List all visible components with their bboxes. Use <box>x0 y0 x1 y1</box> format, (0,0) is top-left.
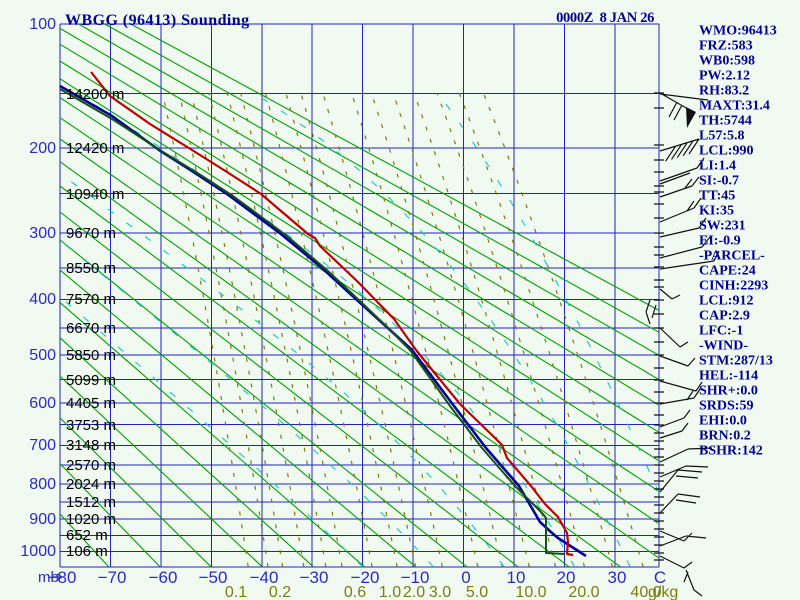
svg-text:mb: mb <box>38 569 59 586</box>
svg-text:14200 m: 14200 m <box>66 86 124 103</box>
svg-text:200: 200 <box>29 140 56 157</box>
svg-text:BRN:0.2: BRN:0.2 <box>699 429 751 444</box>
svg-text:5850 m: 5850 m <box>66 347 116 364</box>
svg-text:100: 100 <box>29 16 56 33</box>
svg-text:−40: −40 <box>250 568 279 587</box>
svg-text:LI:1.4: LI:1.4 <box>699 159 736 174</box>
svg-text:C: C <box>654 568 666 587</box>
svg-text:10940 m: 10940 m <box>66 186 124 203</box>
svg-text:−20: −20 <box>351 568 380 587</box>
svg-text:−30: −30 <box>300 568 329 587</box>
svg-text:0.2: 0.2 <box>269 584 291 600</box>
svg-text:HEL:-114: HEL:-114 <box>699 369 758 384</box>
svg-text:6670 m: 6670 m <box>66 320 116 337</box>
svg-text:−50: −50 <box>199 568 228 587</box>
svg-text:MAXT:31.4: MAXT:31.4 <box>699 99 770 114</box>
svg-text:3.0: 3.0 <box>429 584 451 600</box>
svg-text:5.0: 5.0 <box>466 584 488 600</box>
svg-text:400: 400 <box>29 291 56 308</box>
svg-text:3148 m: 3148 m <box>66 437 116 454</box>
svg-text:700: 700 <box>29 437 56 454</box>
svg-text:1512 m: 1512 m <box>66 494 116 511</box>
svg-text:LFC:-1: LFC:-1 <box>699 324 743 339</box>
svg-text:5099 m: 5099 m <box>66 372 116 389</box>
svg-text:20: 20 <box>557 568 576 587</box>
svg-text:−10: −10 <box>401 568 430 587</box>
svg-text:EI:-0.9: EI:-0.9 <box>699 234 741 249</box>
svg-text:STM:287/13: STM:287/13 <box>699 354 773 369</box>
svg-text:0: 0 <box>461 568 470 587</box>
svg-text:106 m: 106 m <box>66 543 108 560</box>
svg-text:3753 m: 3753 m <box>66 417 116 434</box>
svg-text:9670 m: 9670 m <box>66 225 116 242</box>
svg-text:-PARCEL-: -PARCEL- <box>699 249 765 264</box>
svg-text:CAP:2.9: CAP:2.9 <box>699 309 750 324</box>
svg-text:1.0: 1.0 <box>379 584 401 600</box>
svg-text:30: 30 <box>608 568 627 587</box>
svg-text:800: 800 <box>29 476 56 493</box>
svg-text:LCL:912: LCL:912 <box>699 294 753 309</box>
svg-text:CAPE:24: CAPE:24 <box>699 264 756 279</box>
svg-text:500: 500 <box>29 347 56 364</box>
svg-text:900: 900 <box>29 511 56 528</box>
svg-text:WMO:96413: WMO:96413 <box>699 24 777 39</box>
svg-text:PW:2.12: PW:2.12 <box>699 69 750 84</box>
svg-text:g/kg: g/kg <box>648 584 678 600</box>
svg-text:300: 300 <box>29 225 56 242</box>
svg-text:4405 m: 4405 m <box>66 395 116 412</box>
svg-text:L57:5.8: L57:5.8 <box>699 129 745 144</box>
svg-text:WBGG (96413) Sounding: WBGG (96413) Sounding <box>65 12 250 29</box>
svg-text:10: 10 <box>507 568 526 587</box>
svg-text:-WIND-: -WIND- <box>699 339 748 354</box>
svg-text:RH:83.2: RH:83.2 <box>699 84 749 99</box>
svg-text:1000: 1000 <box>20 543 56 560</box>
svg-text:20.0: 20.0 <box>568 584 599 600</box>
svg-text:7570 m: 7570 m <box>66 291 116 308</box>
svg-text:10.0: 10.0 <box>515 584 546 600</box>
svg-text:WB0:598: WB0:598 <box>699 54 755 69</box>
svg-text:FRZ:583: FRZ:583 <box>699 39 753 54</box>
svg-text:SRDS:59: SRDS:59 <box>699 399 753 414</box>
svg-text:40.0: 40.0 <box>630 584 661 600</box>
svg-text:TH:5744: TH:5744 <box>699 114 752 129</box>
svg-text:12420 m: 12420 m <box>66 140 124 157</box>
svg-text:1020 m: 1020 m <box>66 511 116 528</box>
svg-text:CINH:2293: CINH:2293 <box>699 279 768 294</box>
svg-text:−70: −70 <box>98 568 127 587</box>
svg-text:2570 m: 2570 m <box>66 457 116 474</box>
svg-text:EHI:0.0: EHI:0.0 <box>699 414 747 429</box>
svg-text:BSHR:142: BSHR:142 <box>699 444 763 459</box>
svg-text:0.1: 0.1 <box>225 584 247 600</box>
svg-text:−60: −60 <box>149 568 178 587</box>
svg-text:SI:-0.7: SI:-0.7 <box>699 174 739 189</box>
svg-text:0.6: 0.6 <box>344 584 366 600</box>
svg-text:652 m: 652 m <box>66 527 108 544</box>
svg-text:TT:45: TT:45 <box>699 189 735 204</box>
svg-text:LCL:990: LCL:990 <box>699 144 753 159</box>
svg-text:SHR+:0.0: SHR+:0.0 <box>699 384 758 399</box>
svg-text:600: 600 <box>29 395 56 412</box>
svg-text:SW:231: SW:231 <box>699 219 746 234</box>
svg-text:2.0: 2.0 <box>403 584 425 600</box>
svg-text:0000Z 8 JAN 26: 0000Z 8 JAN 26 <box>556 10 654 26</box>
svg-text:KI:35: KI:35 <box>699 204 734 219</box>
svg-text:2024 m: 2024 m <box>66 476 116 493</box>
svg-text:8550 m: 8550 m <box>66 260 116 277</box>
